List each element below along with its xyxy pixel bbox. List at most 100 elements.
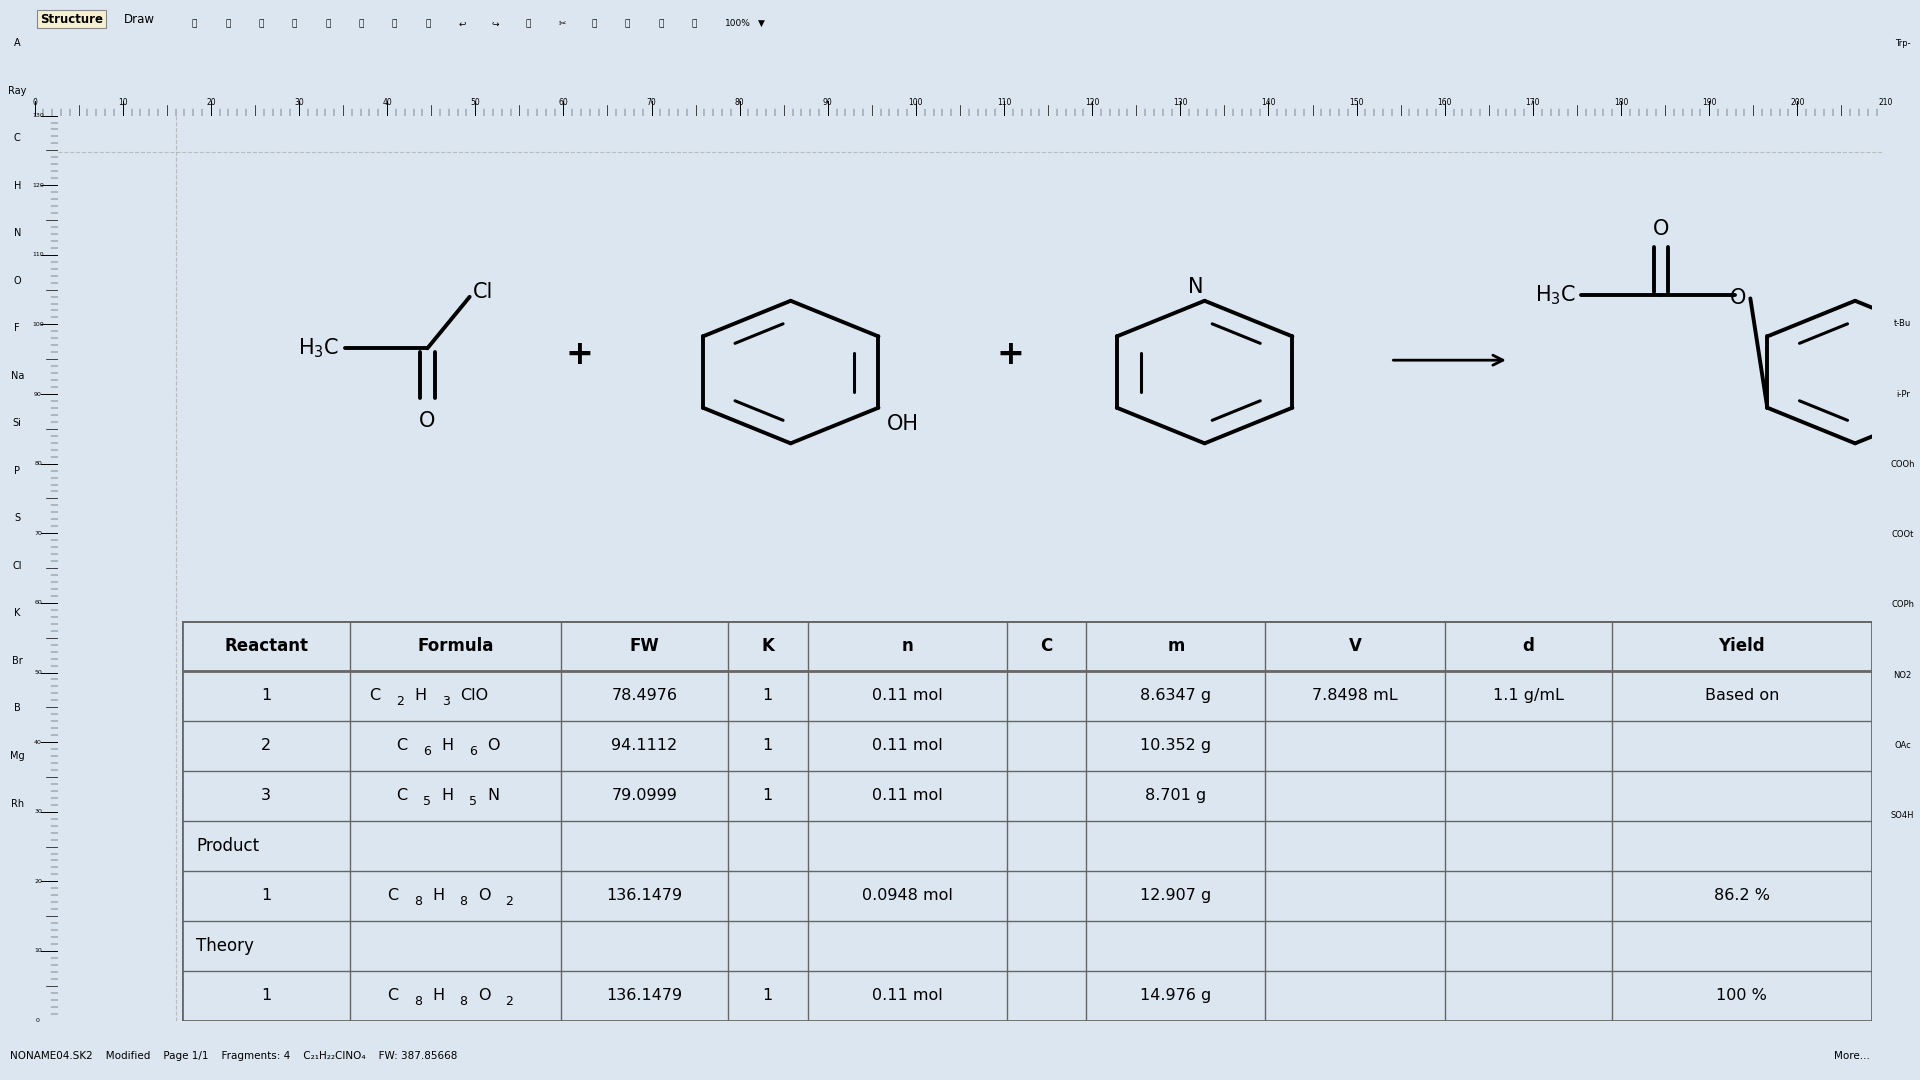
Text: More...: More... xyxy=(1834,1051,1870,1061)
Text: 10: 10 xyxy=(35,948,42,954)
Text: ✂: ✂ xyxy=(559,19,566,28)
Text: 14.976 g: 14.976 g xyxy=(1140,988,1212,1003)
Text: ⬜: ⬜ xyxy=(292,19,298,28)
Text: 3: 3 xyxy=(261,788,271,804)
Text: ⬜: ⬜ xyxy=(324,19,330,28)
Text: Draw: Draw xyxy=(123,13,154,26)
Text: 3: 3 xyxy=(442,696,449,708)
Text: 🔍: 🔍 xyxy=(691,19,697,28)
Text: 6: 6 xyxy=(468,745,476,758)
Text: ClO: ClO xyxy=(461,688,488,703)
Text: 6: 6 xyxy=(422,745,432,758)
Text: 100: 100 xyxy=(33,322,44,327)
Text: ⬜: ⬜ xyxy=(524,19,530,28)
Text: ⬜: ⬜ xyxy=(424,19,430,28)
Text: 170: 170 xyxy=(1526,98,1540,107)
Text: 1: 1 xyxy=(762,688,774,703)
Text: COOh: COOh xyxy=(1891,460,1914,469)
Text: 110: 110 xyxy=(33,253,44,257)
Text: 100%: 100% xyxy=(726,19,751,28)
Text: 5: 5 xyxy=(422,795,432,808)
Text: C: C xyxy=(396,739,407,754)
Text: 100: 100 xyxy=(908,98,924,107)
Text: 50: 50 xyxy=(35,670,42,675)
Text: Cl: Cl xyxy=(472,282,493,302)
Text: C: C xyxy=(13,133,21,144)
Text: 0.11 mol: 0.11 mol xyxy=(872,688,943,703)
Text: O: O xyxy=(419,411,436,431)
Text: C: C xyxy=(369,688,380,703)
Text: O: O xyxy=(1730,288,1747,309)
Text: 1: 1 xyxy=(762,788,774,804)
Text: 80: 80 xyxy=(35,461,42,467)
Text: 79.0999: 79.0999 xyxy=(612,788,678,804)
Text: 10.352 g: 10.352 g xyxy=(1140,739,1212,754)
Text: C: C xyxy=(386,988,397,1003)
Text: NO2: NO2 xyxy=(1893,671,1912,679)
Text: OH: OH xyxy=(887,414,920,434)
Text: 20: 20 xyxy=(35,879,42,883)
Text: t-Bu: t-Bu xyxy=(1895,320,1910,328)
Text: OAc: OAc xyxy=(1895,741,1910,750)
Text: i-Pr: i-Pr xyxy=(1895,390,1910,399)
Text: 180: 180 xyxy=(1615,98,1628,107)
Text: 40: 40 xyxy=(382,98,392,107)
Text: 8: 8 xyxy=(459,895,467,908)
Text: Na: Na xyxy=(12,370,23,381)
Text: +: + xyxy=(996,338,1023,370)
Text: 8: 8 xyxy=(459,995,467,1008)
Text: 1: 1 xyxy=(261,988,271,1003)
Text: 7.8498 mL: 7.8498 mL xyxy=(1311,688,1398,703)
Text: Structure: Structure xyxy=(40,13,104,26)
Text: C: C xyxy=(396,788,407,804)
Text: 8: 8 xyxy=(415,895,422,908)
Text: Trp-: Trp- xyxy=(1895,39,1910,48)
Text: 86.2 %: 86.2 % xyxy=(1715,888,1770,903)
Text: O: O xyxy=(488,739,499,754)
Text: Mg: Mg xyxy=(10,751,25,761)
Text: H: H xyxy=(432,988,445,1003)
Text: V: V xyxy=(1348,637,1361,654)
Text: 130: 130 xyxy=(33,113,44,118)
Text: 8.701 g: 8.701 g xyxy=(1144,788,1206,804)
Text: 120: 120 xyxy=(33,183,44,188)
Text: ⬜: ⬜ xyxy=(225,19,230,28)
Text: 0.0948 mol: 0.0948 mol xyxy=(862,888,952,903)
Text: A: A xyxy=(13,38,21,49)
Text: 200: 200 xyxy=(1789,98,1805,107)
Text: 2: 2 xyxy=(261,739,271,754)
Text: H: H xyxy=(442,739,453,754)
Text: Product: Product xyxy=(196,837,259,854)
Text: 210: 210 xyxy=(1878,98,1893,107)
Text: 1: 1 xyxy=(261,688,271,703)
Text: 2: 2 xyxy=(505,895,513,908)
Text: 10: 10 xyxy=(117,98,127,107)
Text: 90: 90 xyxy=(35,392,42,396)
Text: Si: Si xyxy=(13,418,21,429)
Text: 60: 60 xyxy=(35,600,42,606)
Text: Cl: Cl xyxy=(13,561,21,571)
Text: ⬜: ⬜ xyxy=(626,19,630,28)
Text: 🔍: 🔍 xyxy=(659,19,664,28)
Text: K: K xyxy=(13,608,21,619)
Text: FW: FW xyxy=(630,637,659,654)
Text: 30: 30 xyxy=(294,98,303,107)
Text: 1.1 g/mL: 1.1 g/mL xyxy=(1492,688,1563,703)
Text: Reactant: Reactant xyxy=(225,637,307,654)
Text: K: K xyxy=(762,637,774,654)
Text: Formula: Formula xyxy=(417,637,493,654)
Text: 8.6347 g: 8.6347 g xyxy=(1140,688,1212,703)
Text: 136.1479: 136.1479 xyxy=(607,888,684,903)
Text: 20: 20 xyxy=(205,98,215,107)
Text: 1: 1 xyxy=(762,988,774,1003)
Text: 1: 1 xyxy=(261,888,271,903)
Text: 136.1479: 136.1479 xyxy=(607,988,684,1003)
Text: m: m xyxy=(1167,637,1185,654)
Text: F: F xyxy=(15,323,19,334)
Text: 0.11 mol: 0.11 mol xyxy=(872,788,943,804)
Text: H: H xyxy=(13,180,21,191)
Text: 70: 70 xyxy=(35,530,42,536)
Text: N: N xyxy=(13,228,21,239)
Text: 5: 5 xyxy=(468,795,476,808)
Text: 60: 60 xyxy=(559,98,568,107)
